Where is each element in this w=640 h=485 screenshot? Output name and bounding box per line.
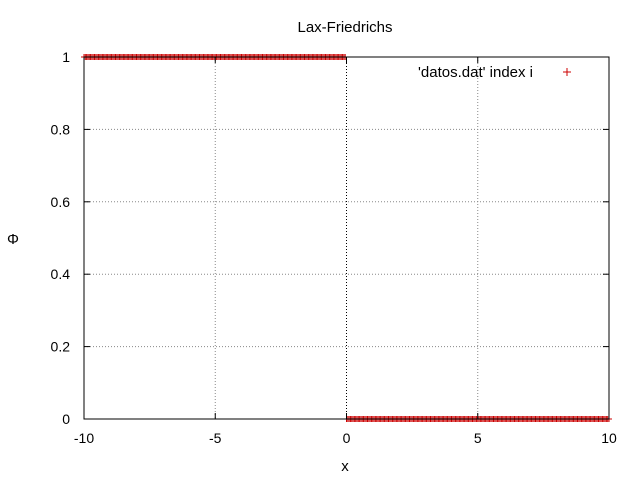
data-series	[81, 54, 612, 422]
y-tick-label: 0	[62, 411, 70, 427]
chart-title: Lax-Friedrichs	[297, 19, 392, 36]
axis-ticks: -10 -5 0 5 10 0 0.2 0.4 0.6 0.8 1	[51, 49, 617, 446]
x-tick-label: -5	[209, 430, 222, 446]
x-tick-label: 0	[343, 430, 351, 446]
x-tick-label: -10	[74, 430, 94, 446]
y-tick-label: 0.4	[51, 266, 71, 282]
y-tick-label: 1	[62, 49, 70, 65]
x-axis-label: x	[341, 458, 349, 475]
legend: 'datos.dat' index i	[418, 64, 571, 81]
y-tick-label: 0.6	[51, 194, 71, 210]
y-tick-label: 0.2	[51, 339, 71, 355]
legend-marker	[563, 68, 571, 76]
legend-entry-label: 'datos.dat' index i	[418, 64, 533, 81]
y-tick-label: 0.8	[51, 121, 71, 137]
y-axis-label: Φ	[7, 231, 19, 248]
x-tick-label: 10	[601, 430, 617, 446]
x-tick-label: 5	[474, 430, 482, 446]
